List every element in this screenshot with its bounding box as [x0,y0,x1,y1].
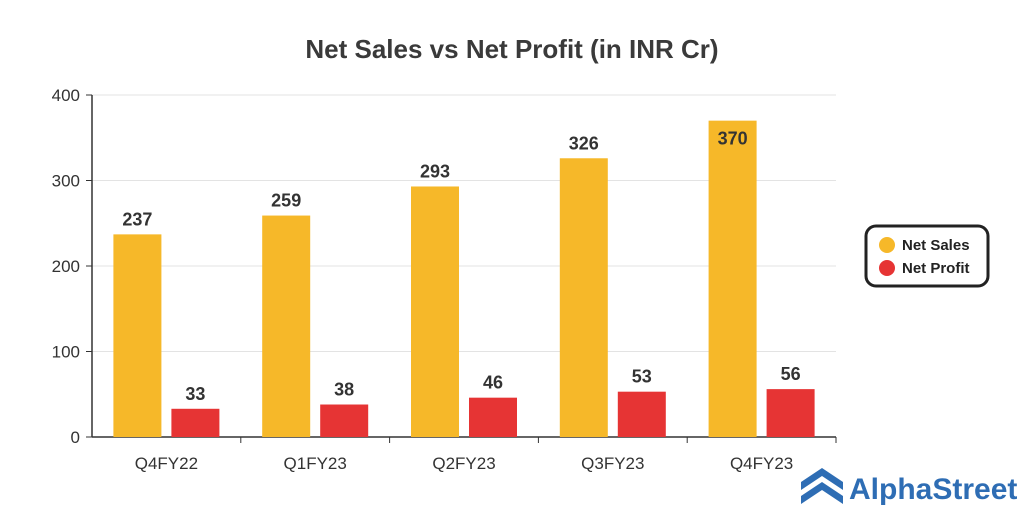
bar-net-profit [469,397,517,437]
brand-name: AlphaStreet [849,473,1017,506]
data-label-net-sales: 293 [420,161,450,181]
bars [113,120,815,438]
y-tick-label: 300 [52,172,80,191]
x-tick-label: Q4FY23 [730,454,793,473]
x-tick-label: Q1FY23 [284,454,347,473]
legend-box [864,224,990,288]
chart-title: Net Sales vs Net Profit (in INR Cr) [305,34,718,64]
bar-net-sales [262,215,311,437]
y-tick-label: 400 [52,86,80,105]
data-label-net-sales: 326 [569,133,599,153]
data-label-net-profit: 53 [632,367,652,387]
legend-label-net-sales: Net Sales [902,237,970,254]
bar-net-sales [113,234,162,437]
data-label-net-profit: 38 [334,380,354,400]
bar-net-profit [766,389,815,437]
alphastreet-logo-icon [801,468,843,504]
x-tick-label: Q3FY23 [581,454,644,473]
bar-net-profit [320,404,369,437]
y-tick-label: 0 [71,428,80,447]
y-tick-label: 100 [52,343,80,362]
bar-net-sales [411,186,459,437]
x-tick-label: Q4FY22 [135,454,198,473]
x-tick-label: Q2FY23 [432,454,495,473]
data-label-net-sales: 259 [271,191,301,211]
data-label-net-sales: 237 [122,209,152,229]
legend: Net Sales Net Profit [864,224,990,288]
data-label-net-profit: 46 [483,373,503,393]
legend-swatch-net-sales [879,237,895,253]
bar-net-profit [171,408,220,437]
data-labels: 237 33 259 38 293 46 326 53 370 56 [122,129,800,404]
y-tick-label: 200 [52,257,80,276]
bar-net-sales [559,158,608,437]
data-label-net-profit: 33 [185,384,205,404]
axes: 0 100 200 300 400 Q4FY22 Q1FY23 Q2FY23 Q3FY23 Q4F… [52,86,837,473]
bar-net-profit [617,391,666,437]
bar-net-sales [708,120,757,438]
legend-swatch-net-profit [879,260,895,276]
data-label-net-profit: 56 [781,364,801,384]
legend-label-net-profit: Net Profit [902,260,970,277]
brand-logo: AlphaStreet [801,468,1017,506]
data-label-net-sales: 370 [718,129,748,149]
